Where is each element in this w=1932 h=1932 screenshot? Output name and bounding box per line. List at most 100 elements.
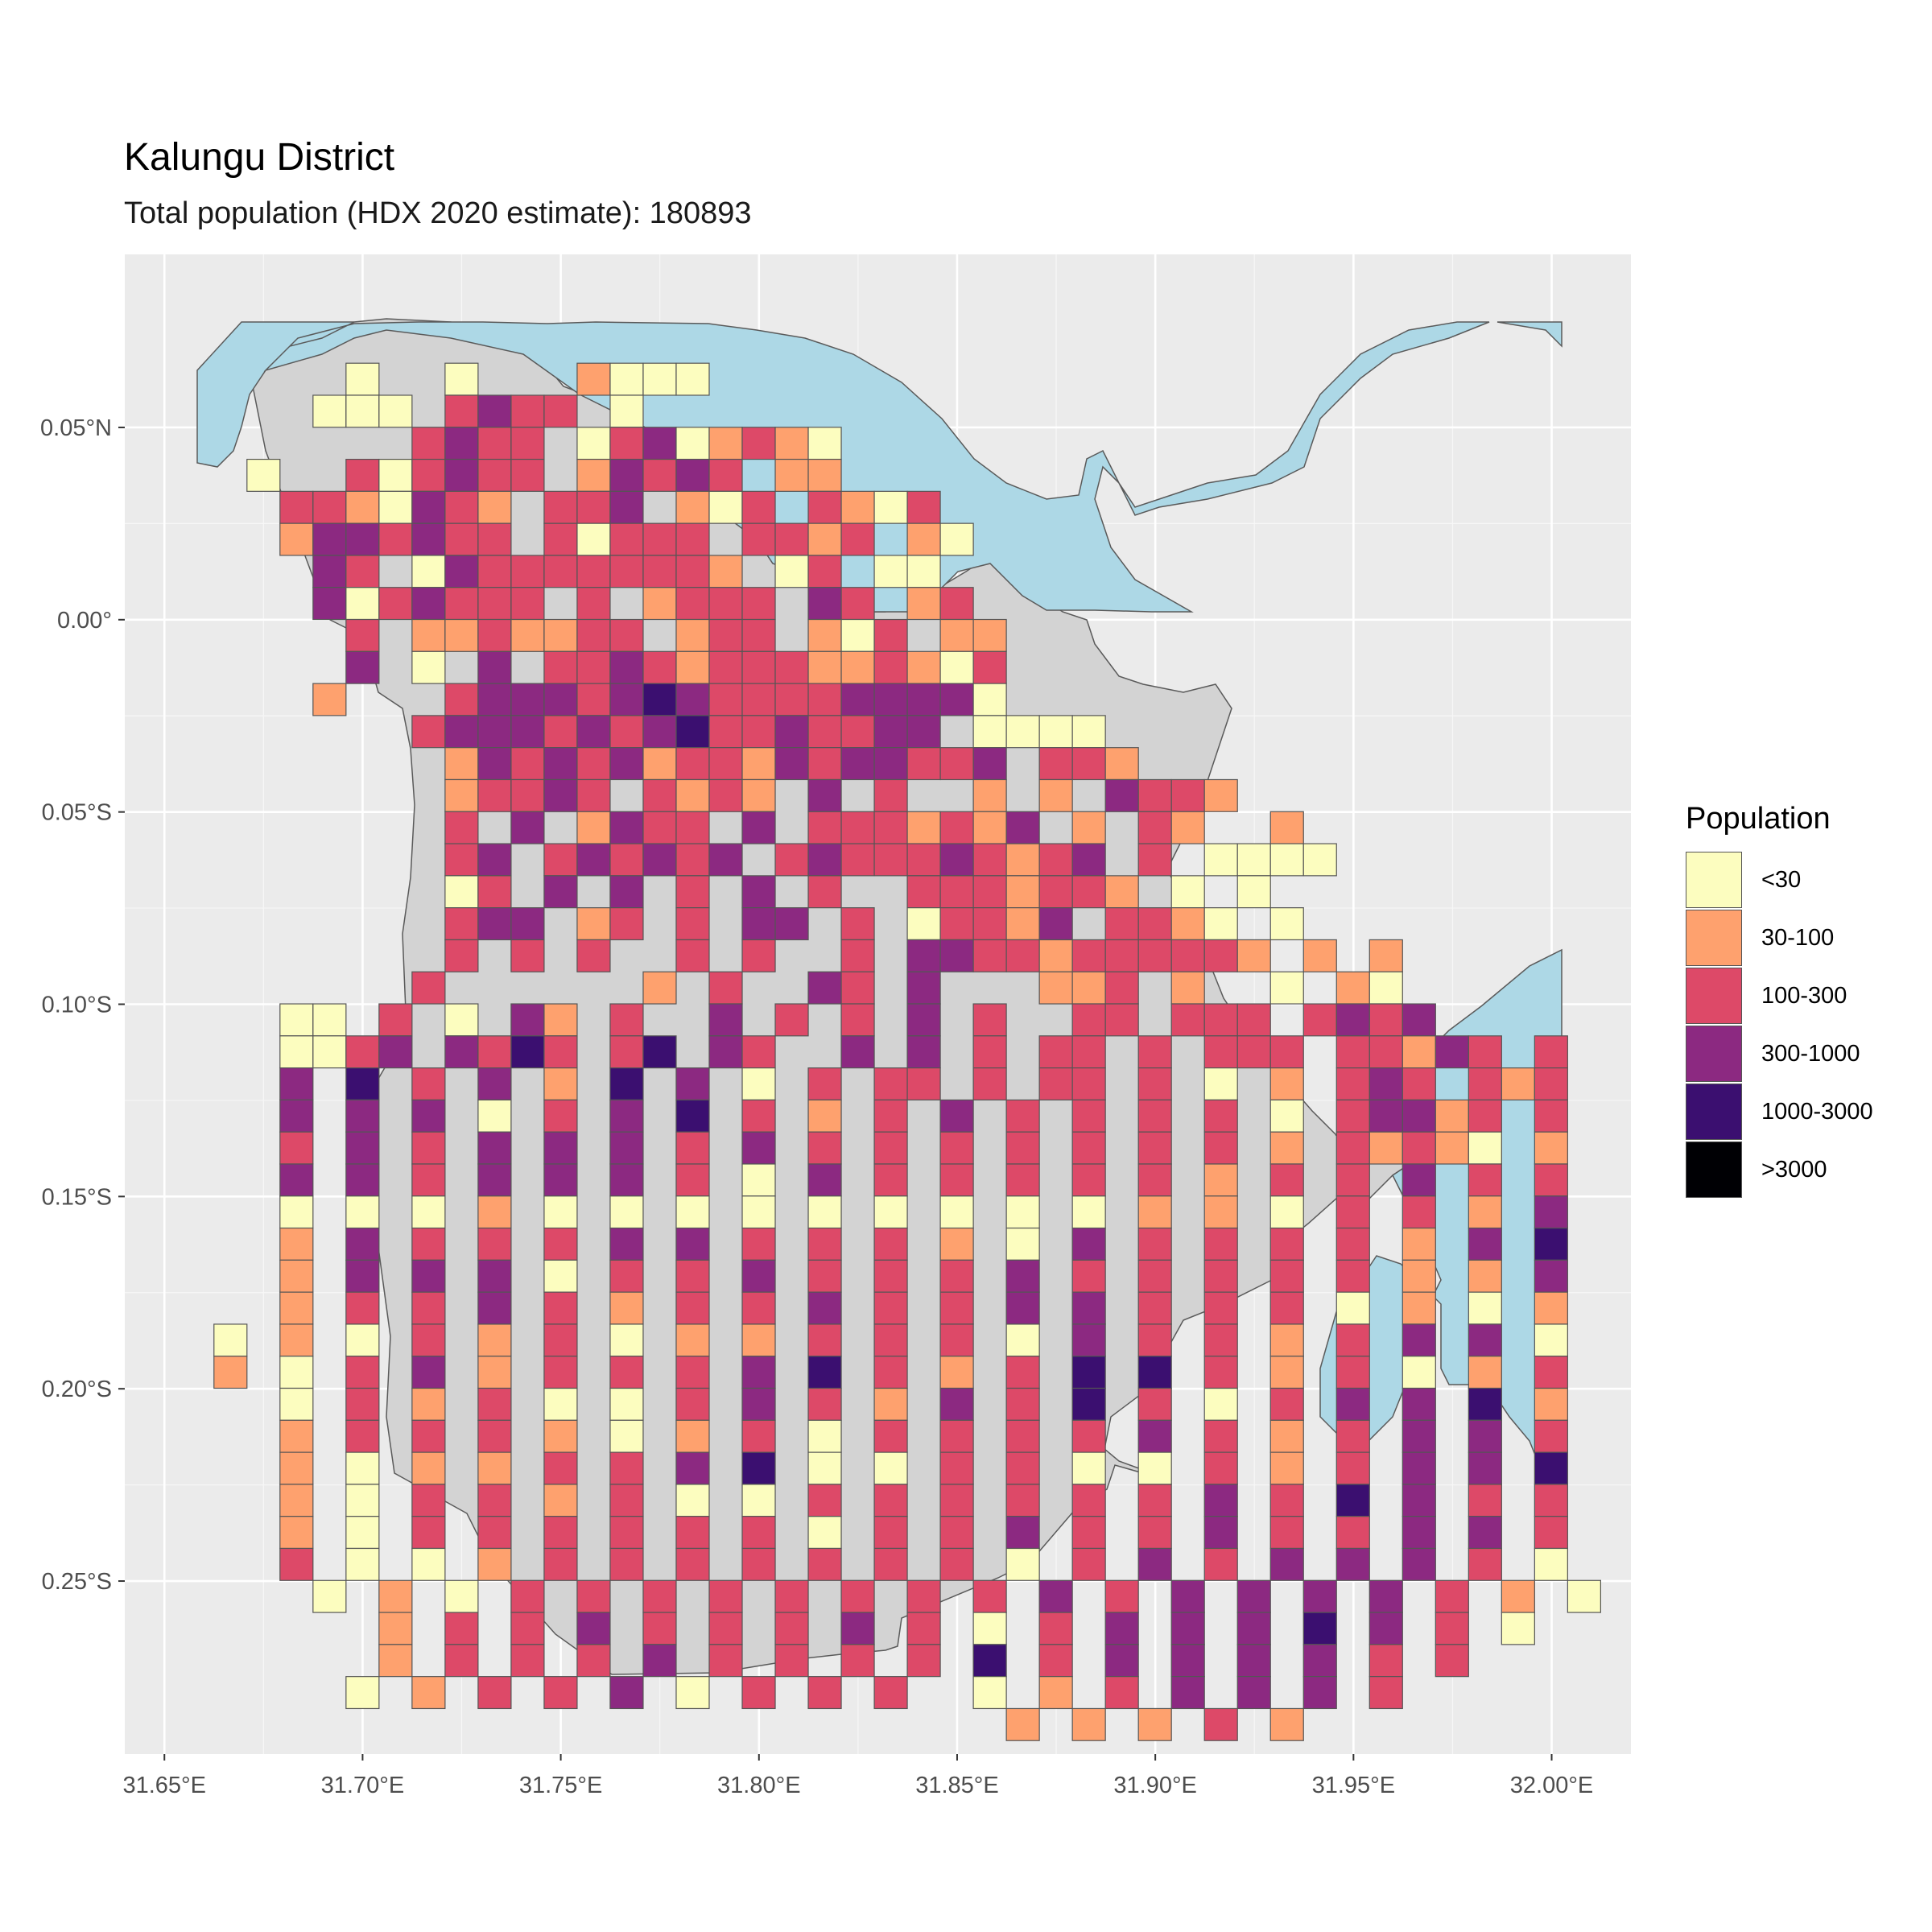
population-cell xyxy=(345,650,380,684)
population-cell xyxy=(1005,1419,1040,1453)
population-cell xyxy=(378,522,413,556)
population-cell xyxy=(675,1067,710,1100)
population-cell xyxy=(1269,1227,1304,1261)
population-cell xyxy=(279,1131,314,1165)
population-cell xyxy=(609,747,644,781)
population-cell xyxy=(939,907,974,941)
population-cell xyxy=(1335,1484,1370,1517)
population-cell xyxy=(609,875,644,909)
population-cell xyxy=(345,1227,380,1261)
population-cell xyxy=(840,522,875,556)
population-cell xyxy=(1137,1227,1172,1261)
population-cell xyxy=(345,1195,380,1229)
population-cell xyxy=(1137,1484,1172,1517)
population-cell xyxy=(1269,1484,1304,1517)
population-cell xyxy=(1170,778,1205,812)
population-cell xyxy=(609,394,644,428)
population-cell xyxy=(906,939,941,972)
population-cell xyxy=(873,683,908,716)
population-cell xyxy=(1104,1644,1139,1678)
population-cell xyxy=(1203,1131,1238,1165)
population-cell xyxy=(840,587,875,621)
population-cell xyxy=(675,811,710,844)
population-cell xyxy=(510,427,545,460)
population-cell xyxy=(675,1323,710,1357)
population-cell xyxy=(807,1291,842,1325)
population-cell xyxy=(477,1163,512,1197)
population-cell xyxy=(906,1644,941,1678)
x-tick-label: 31.75°E xyxy=(519,1773,603,1798)
population-cell xyxy=(345,362,380,396)
x-tick-label: 31.80°E xyxy=(717,1773,801,1798)
population-cell xyxy=(1170,939,1205,972)
population-cell xyxy=(1005,1484,1040,1517)
y-tick-label: 0.25°S xyxy=(42,1569,112,1595)
population-cell xyxy=(642,427,677,460)
population-cell xyxy=(345,587,380,621)
population-cell xyxy=(1269,1419,1304,1453)
population-cell xyxy=(510,458,545,492)
population-cell xyxy=(543,1356,578,1389)
population-cell xyxy=(1203,1259,1238,1293)
population-cell xyxy=(510,587,545,621)
population-cell xyxy=(807,843,842,877)
population-cell xyxy=(741,522,776,556)
population-cell xyxy=(1435,1035,1469,1069)
population-cell xyxy=(1468,1163,1502,1197)
population-cell xyxy=(543,1547,578,1581)
population-cell xyxy=(741,939,776,972)
population-cell xyxy=(840,715,875,749)
population-cell xyxy=(1236,875,1271,909)
population-cell xyxy=(1203,1099,1238,1133)
y-tick-label: 0.15°S xyxy=(42,1184,112,1210)
population-cell xyxy=(741,1035,776,1069)
population-cell xyxy=(906,555,941,588)
population-cell xyxy=(873,747,908,781)
population-cell xyxy=(840,1644,875,1678)
population-cell xyxy=(1335,1035,1370,1069)
population-cell xyxy=(345,1163,380,1197)
population-cell xyxy=(609,1195,644,1229)
population-cell xyxy=(972,1003,1007,1037)
population-cell xyxy=(1005,1516,1040,1550)
population-cell xyxy=(477,522,512,556)
population-cell xyxy=(1104,778,1139,812)
population-cell xyxy=(1501,1612,1535,1645)
population-cell xyxy=(873,715,908,749)
population-cell xyxy=(1170,907,1205,941)
population-cell xyxy=(1534,1356,1568,1389)
population-cell xyxy=(411,715,446,749)
population-cell xyxy=(576,683,611,716)
population-cell xyxy=(1335,1163,1370,1197)
population-cell xyxy=(444,747,479,781)
population-cell xyxy=(477,1227,512,1261)
population-cell xyxy=(576,843,611,877)
population-cell xyxy=(510,683,545,716)
population-cell xyxy=(1335,1291,1370,1325)
population-cell xyxy=(609,715,644,749)
population-cell xyxy=(444,683,479,716)
population-cell xyxy=(807,747,842,781)
population-cell xyxy=(675,1676,710,1710)
population-cell xyxy=(1501,1579,1535,1613)
population-cell xyxy=(609,1387,644,1421)
population-cell xyxy=(840,811,875,844)
population-cell xyxy=(1534,1131,1568,1165)
population-cell xyxy=(345,1259,380,1293)
population-cell xyxy=(312,522,347,556)
population-cell xyxy=(1038,907,1073,941)
population-cell xyxy=(510,939,545,972)
legend-key xyxy=(1686,910,1742,966)
population-cell xyxy=(576,811,611,844)
population-cell xyxy=(741,490,776,524)
population-cell xyxy=(642,1579,677,1613)
population-cell xyxy=(708,427,743,460)
population-cell xyxy=(1071,1163,1106,1197)
population-cell xyxy=(477,458,512,492)
population-cell xyxy=(741,1099,776,1133)
population-cell xyxy=(576,1612,611,1645)
legend-item: 100-300 xyxy=(1686,967,1873,1025)
population-cell xyxy=(1368,1131,1403,1165)
population-cell xyxy=(807,1163,842,1197)
population-cell xyxy=(741,1291,776,1325)
